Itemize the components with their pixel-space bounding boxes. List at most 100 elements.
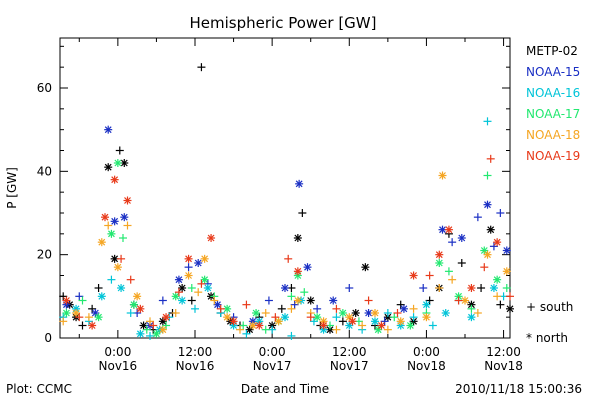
data-point-noaa-17 (300, 288, 309, 297)
data-point-noaa-17 (406, 321, 415, 330)
marker-stroke (172, 292, 180, 300)
data-point-metp-02 (306, 296, 315, 305)
marker-stroke (506, 305, 514, 313)
marker-stroke (442, 309, 450, 317)
data-point-noaa-15 (213, 300, 222, 309)
marker-stroke (194, 259, 202, 267)
x-tick-labels: 0:00Nov1612:00Nov160:00Nov1712:00Nov170:… (99, 345, 523, 373)
data-point-noaa-15 (380, 317, 389, 326)
data-point-noaa-19 (229, 317, 238, 326)
data-point-noaa-15 (194, 259, 203, 267)
data-point-metp-02 (293, 234, 302, 242)
marker-stroke (63, 309, 70, 317)
data-point-metp-02 (425, 296, 434, 305)
data-point-noaa-19 (110, 175, 119, 184)
data-point-noaa-19 (197, 279, 206, 288)
data-point-noaa-18 (483, 250, 492, 259)
data-point-noaa-19 (162, 313, 171, 322)
data-points (59, 63, 514, 340)
marker-stroke (439, 226, 446, 234)
marker-stroke (352, 309, 360, 317)
marker-stroke (133, 292, 141, 300)
marker-stroke (98, 292, 106, 300)
data-point-metp-02 (187, 296, 196, 305)
series-legend: METP-02 NOAA-15 NOAA-16 NOAA-17 NOAA-18 NOAA-… (526, 44, 580, 163)
data-point-metp-02 (351, 309, 360, 317)
marker-stroke (223, 305, 231, 313)
marker-stroke (72, 309, 80, 317)
data-point-noaa-15 (184, 263, 193, 272)
data-point-metp-02 (496, 300, 505, 309)
marker-stroke (207, 234, 215, 242)
data-point-noaa-19 (75, 313, 84, 322)
data-point-noaa-19 (493, 238, 502, 247)
x-tick-label-time: 0:00 (259, 345, 286, 359)
x-tick-label-date: Nov18 (407, 359, 446, 373)
marker-stroke (307, 297, 315, 304)
marker-key-north: * north (526, 331, 568, 345)
legend-entry-metp-02: METP-02 (526, 44, 578, 58)
marker-stroke (230, 317, 237, 325)
data-point-noaa-17 (444, 267, 453, 276)
data-point-noaa-19 (207, 234, 216, 242)
data-point-noaa-19 (255, 321, 264, 330)
marker-stroke (104, 163, 112, 171)
marker-stroke (406, 322, 414, 329)
marker-stroke (159, 326, 167, 334)
data-point-noaa-16 (146, 331, 154, 340)
data-point-noaa-18 (200, 254, 209, 263)
data-point-metp-02 (59, 292, 68, 301)
data-point-noaa-19 (425, 271, 434, 280)
marker-stroke (493, 276, 501, 284)
data-point-noaa-19 (444, 225, 453, 234)
data-point-noaa-15 (295, 179, 304, 188)
data-point-noaa-18 (184, 271, 193, 280)
marker-stroke (178, 284, 186, 292)
x-tick-label-date: Nov17 (330, 359, 369, 373)
data-point-noaa-19 (332, 304, 341, 313)
marker-stroke (423, 301, 430, 309)
data-point-noaa-16 (483, 117, 492, 126)
data-point-noaa-19 (123, 196, 132, 205)
data-point-noaa-19 (306, 313, 315, 322)
marker-stroke (345, 322, 353, 329)
data-point-metp-02 (298, 209, 307, 217)
marker-stroke (111, 176, 119, 184)
marker-stroke (294, 267, 302, 275)
marker-stroke (98, 238, 106, 246)
marker-stroke (371, 317, 379, 325)
marker-stroke (111, 255, 119, 263)
data-point-noaa-18 (223, 313, 232, 322)
data-point-noaa-18 (438, 171, 447, 180)
data-point-noaa-18 (422, 313, 431, 322)
data-point-noaa-15 (502, 246, 511, 255)
x-tick-label-date: Nov16 (99, 359, 138, 373)
marker-stroke (468, 301, 475, 309)
data-point-noaa-17 (435, 259, 444, 267)
legend-entry-noaa-19: NOAA-19 (526, 149, 580, 163)
data-point-noaa-16 (345, 321, 354, 330)
data-point-noaa-17 (171, 292, 180, 301)
data-point-metp-02 (120, 159, 129, 167)
data-point-noaa-15 (174, 275, 183, 284)
data-point-noaa-15 (104, 125, 113, 134)
data-point-metp-02 (477, 284, 486, 292)
data-point-noaa-19 (242, 300, 251, 309)
data-point-noaa-18 (133, 292, 142, 301)
data-point-noaa-17 (129, 300, 138, 309)
data-point-noaa-15 (158, 296, 167, 305)
data-point-noaa-18 (409, 304, 418, 313)
data-point-noaa-19 (216, 304, 225, 313)
marker-stroke (108, 230, 115, 238)
marker-stroke (136, 305, 144, 313)
marker-key-south: + south (526, 300, 573, 314)
data-point-noaa-16 (383, 309, 392, 317)
marker-stroke (201, 276, 209, 284)
data-point-noaa-18 (194, 288, 203, 297)
data-point-noaa-18 (123, 221, 132, 230)
marker-stroke (162, 313, 170, 321)
data-point-noaa-17 (187, 284, 196, 292)
marker-stroke (101, 213, 109, 221)
data-point-metp-02 (104, 163, 113, 172)
data-point-noaa-19 (284, 254, 293, 263)
